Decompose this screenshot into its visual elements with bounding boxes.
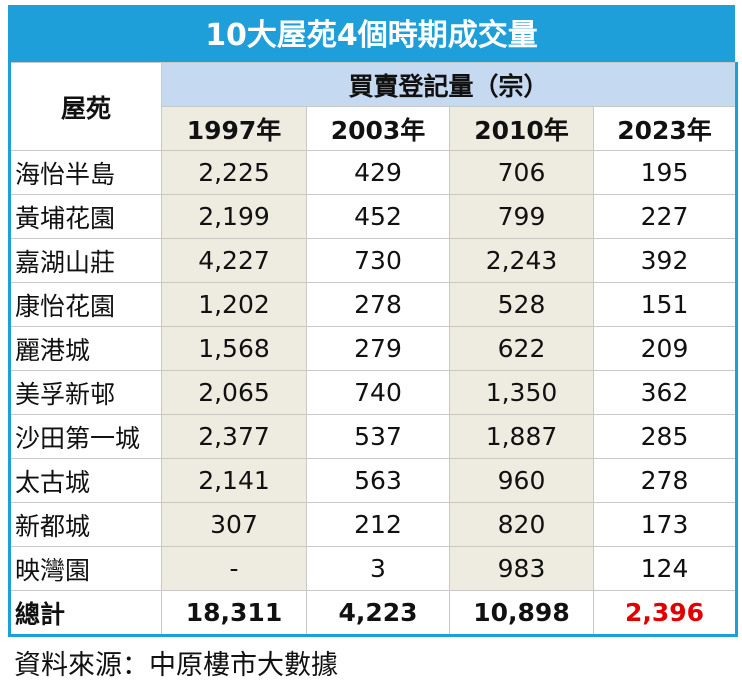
cell: 960: [449, 458, 594, 503]
cell: 622: [449, 326, 594, 371]
estate-name: 海怡半島: [9, 150, 162, 195]
cell: -: [161, 546, 307, 591]
total-label: 總計: [9, 590, 162, 636]
group-header: 買賣登記量（宗）: [160, 62, 738, 107]
cell: 799: [449, 194, 594, 239]
cell: 1,887: [449, 414, 594, 459]
cell: 452: [306, 194, 450, 239]
row: 太古城 2,141 563 960 278: [9, 458, 738, 503]
row: 康怡花園 1,202 278 528 151: [9, 282, 738, 327]
total-cell: 2,396: [592, 590, 738, 636]
estate-header: 屋苑: [9, 62, 162, 151]
cell: 392: [592, 238, 738, 283]
cell: 278: [592, 458, 738, 503]
cell: 2,199: [161, 194, 307, 239]
cell: 1,568: [161, 326, 307, 371]
estate-name: 新都城: [9, 502, 162, 547]
cell: 195: [592, 150, 738, 195]
table: 屋苑 買賣登記量（宗） 1997年 2003年 2010年 2023年 海怡半島 2,2…: [8, 62, 739, 637]
cell: 2,377: [161, 414, 307, 459]
cell: 2,141: [161, 458, 307, 503]
cell: 285: [592, 414, 738, 459]
cell: 429: [306, 150, 450, 195]
cell: 173: [592, 502, 738, 547]
row: 新都城 307 212 820 173: [9, 502, 738, 547]
row: 嘉湖山莊 4,227 730 2,243 392: [9, 238, 738, 283]
total-cell: 18,311: [161, 590, 307, 636]
cell: 2,243: [449, 238, 594, 283]
cell: 740: [306, 370, 450, 415]
cell: 307: [161, 502, 307, 547]
row: 美孚新邨 2,065 740 1,350 362: [9, 370, 738, 415]
year-header: 2023年: [592, 106, 738, 151]
cell: 151: [592, 282, 738, 327]
cell: 730: [306, 238, 450, 283]
total-cell: 10,898: [449, 590, 594, 636]
estate-name: 嘉湖山莊: [9, 238, 162, 283]
estate-name: 沙田第一城: [9, 414, 162, 459]
cell: 820: [449, 502, 594, 547]
cell: 1,350: [449, 370, 594, 415]
cell: 124: [592, 546, 738, 591]
row: 海怡半島 2,225 429 706 195: [9, 150, 738, 195]
estate-name: 映灣園: [9, 546, 162, 591]
cell: 2,225: [161, 150, 307, 195]
year-header: 1997年: [161, 106, 307, 151]
cell: 1,202: [161, 282, 307, 327]
year-header: 2003年: [306, 106, 450, 151]
year-header: 2010年: [449, 106, 594, 151]
cell: 212: [306, 502, 450, 547]
cell: 563: [306, 458, 450, 503]
cell: 4,227: [161, 238, 307, 283]
title: 10大屋苑4個時期成交量: [8, 5, 735, 62]
estate-name: 麗港城: [9, 326, 162, 371]
total-cell: 4,223: [306, 590, 450, 636]
cell: 3: [306, 546, 450, 591]
row: 映灣園 -3 983 124: [9, 546, 738, 591]
estate-name: 黃埔花園: [9, 194, 162, 239]
cell: 528: [449, 282, 594, 327]
total-row: 總計 18,311 4,223 10,898 2,396: [9, 590, 738, 636]
cell: 983: [449, 546, 594, 591]
cell: 706: [449, 150, 594, 195]
row: 沙田第一城 2,377 537 1,887 285: [9, 414, 738, 459]
row: 黃埔花園 2,199 452 799 227: [9, 194, 738, 239]
estate-name: 美孚新邨: [9, 370, 162, 415]
row: 麗港城 1,568 279 622 209: [9, 326, 738, 371]
cell: 278: [306, 282, 450, 327]
cell: 362: [592, 370, 738, 415]
estate-name: 康怡花園: [9, 282, 162, 327]
cell: 279: [306, 326, 450, 371]
source: 資料來源：中原樓市大數據: [14, 650, 338, 681]
estate-name: 太古城: [9, 458, 162, 503]
cell: 2,065: [161, 370, 307, 415]
cell: 537: [306, 414, 450, 459]
cell: 209: [592, 326, 738, 371]
table-card: 10大屋苑4個時期成交量 屋苑 買賣登記量（宗） 1997年 2003年 2010年…: [8, 5, 739, 637]
cell: 227: [592, 194, 738, 239]
